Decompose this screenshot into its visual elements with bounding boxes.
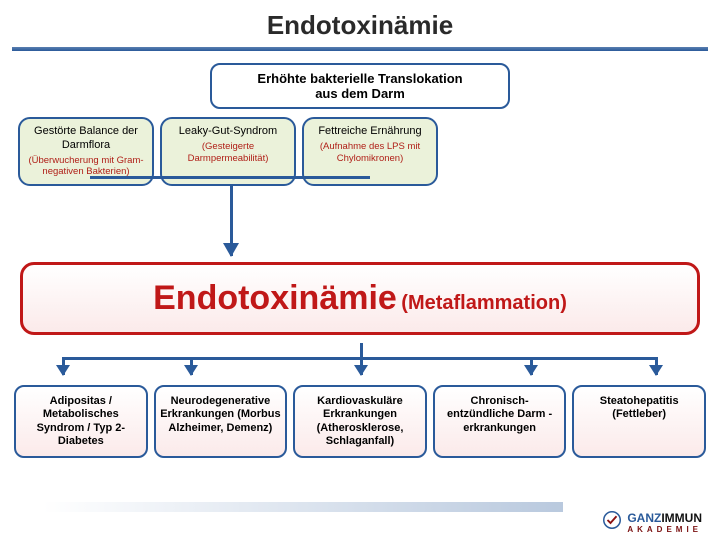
main-term: Endotoxinämie [153,279,397,317]
main-subterm: (Metaflammation) [401,292,567,314]
cause-title: Gestörte Balance der Darmflora [26,125,146,153]
header-line1: Erhöhte bakterielle Translokation [220,71,500,86]
arrow-down-main [230,186,233,256]
outcome-box: Steatohepatitis (Fettleber) [572,385,706,458]
brand-logo: GANZIMMUN AKADEMIE [627,511,702,534]
outcome-box: Neurodegenerative Erkrankungen (Morbus A… [154,385,288,458]
translocation-header: Erhöhte bakterielle Translokation aus de… [210,63,510,109]
outcome-box: Adipositas / Metabolisches Syndrom / Typ… [14,385,148,458]
brand-sub: AKADEMIE [627,525,702,534]
title-rule [12,47,708,51]
check-icon [603,511,621,534]
cause-sub: (Gesteigerte Darmpermeabilität) [168,141,288,165]
endotoxinamie-box: Endotoxinämie (Metaflammation) [20,262,700,335]
footer-gradient [43,502,563,512]
brand-part1: GANZ [627,511,661,525]
arrow-join-bar [90,176,370,179]
cause-title: Fettreiche Ernährung [310,125,430,139]
cause-sub: (Überwucherung mit Gram-negativen Bakter… [26,155,146,179]
outcome-arrows [20,343,700,385]
outcomes-row: Adipositas / Metabolisches Syndrom / Typ… [14,385,706,458]
outcome-box: Kardiovaskuläre Erkrankungen (Atheroskle… [293,385,427,458]
header-line2: aus dem Darm [220,86,500,101]
outcome-box: Chronisch-entzündliche Darm -erkrankunge… [433,385,567,458]
page-title: Endotoxinämie [0,0,720,47]
cause-title: Leaky-Gut-Syndrom [168,125,288,139]
footer: GANZIMMUN AKADEMIE [603,511,702,534]
brand-part2: IMMUN [661,511,702,525]
outcomes-wrap: Adipositas / Metabolisches Syndrom / Typ… [0,343,720,458]
cause-sub: (Aufnahme des LPS mit Chylomikronen) [310,141,430,165]
